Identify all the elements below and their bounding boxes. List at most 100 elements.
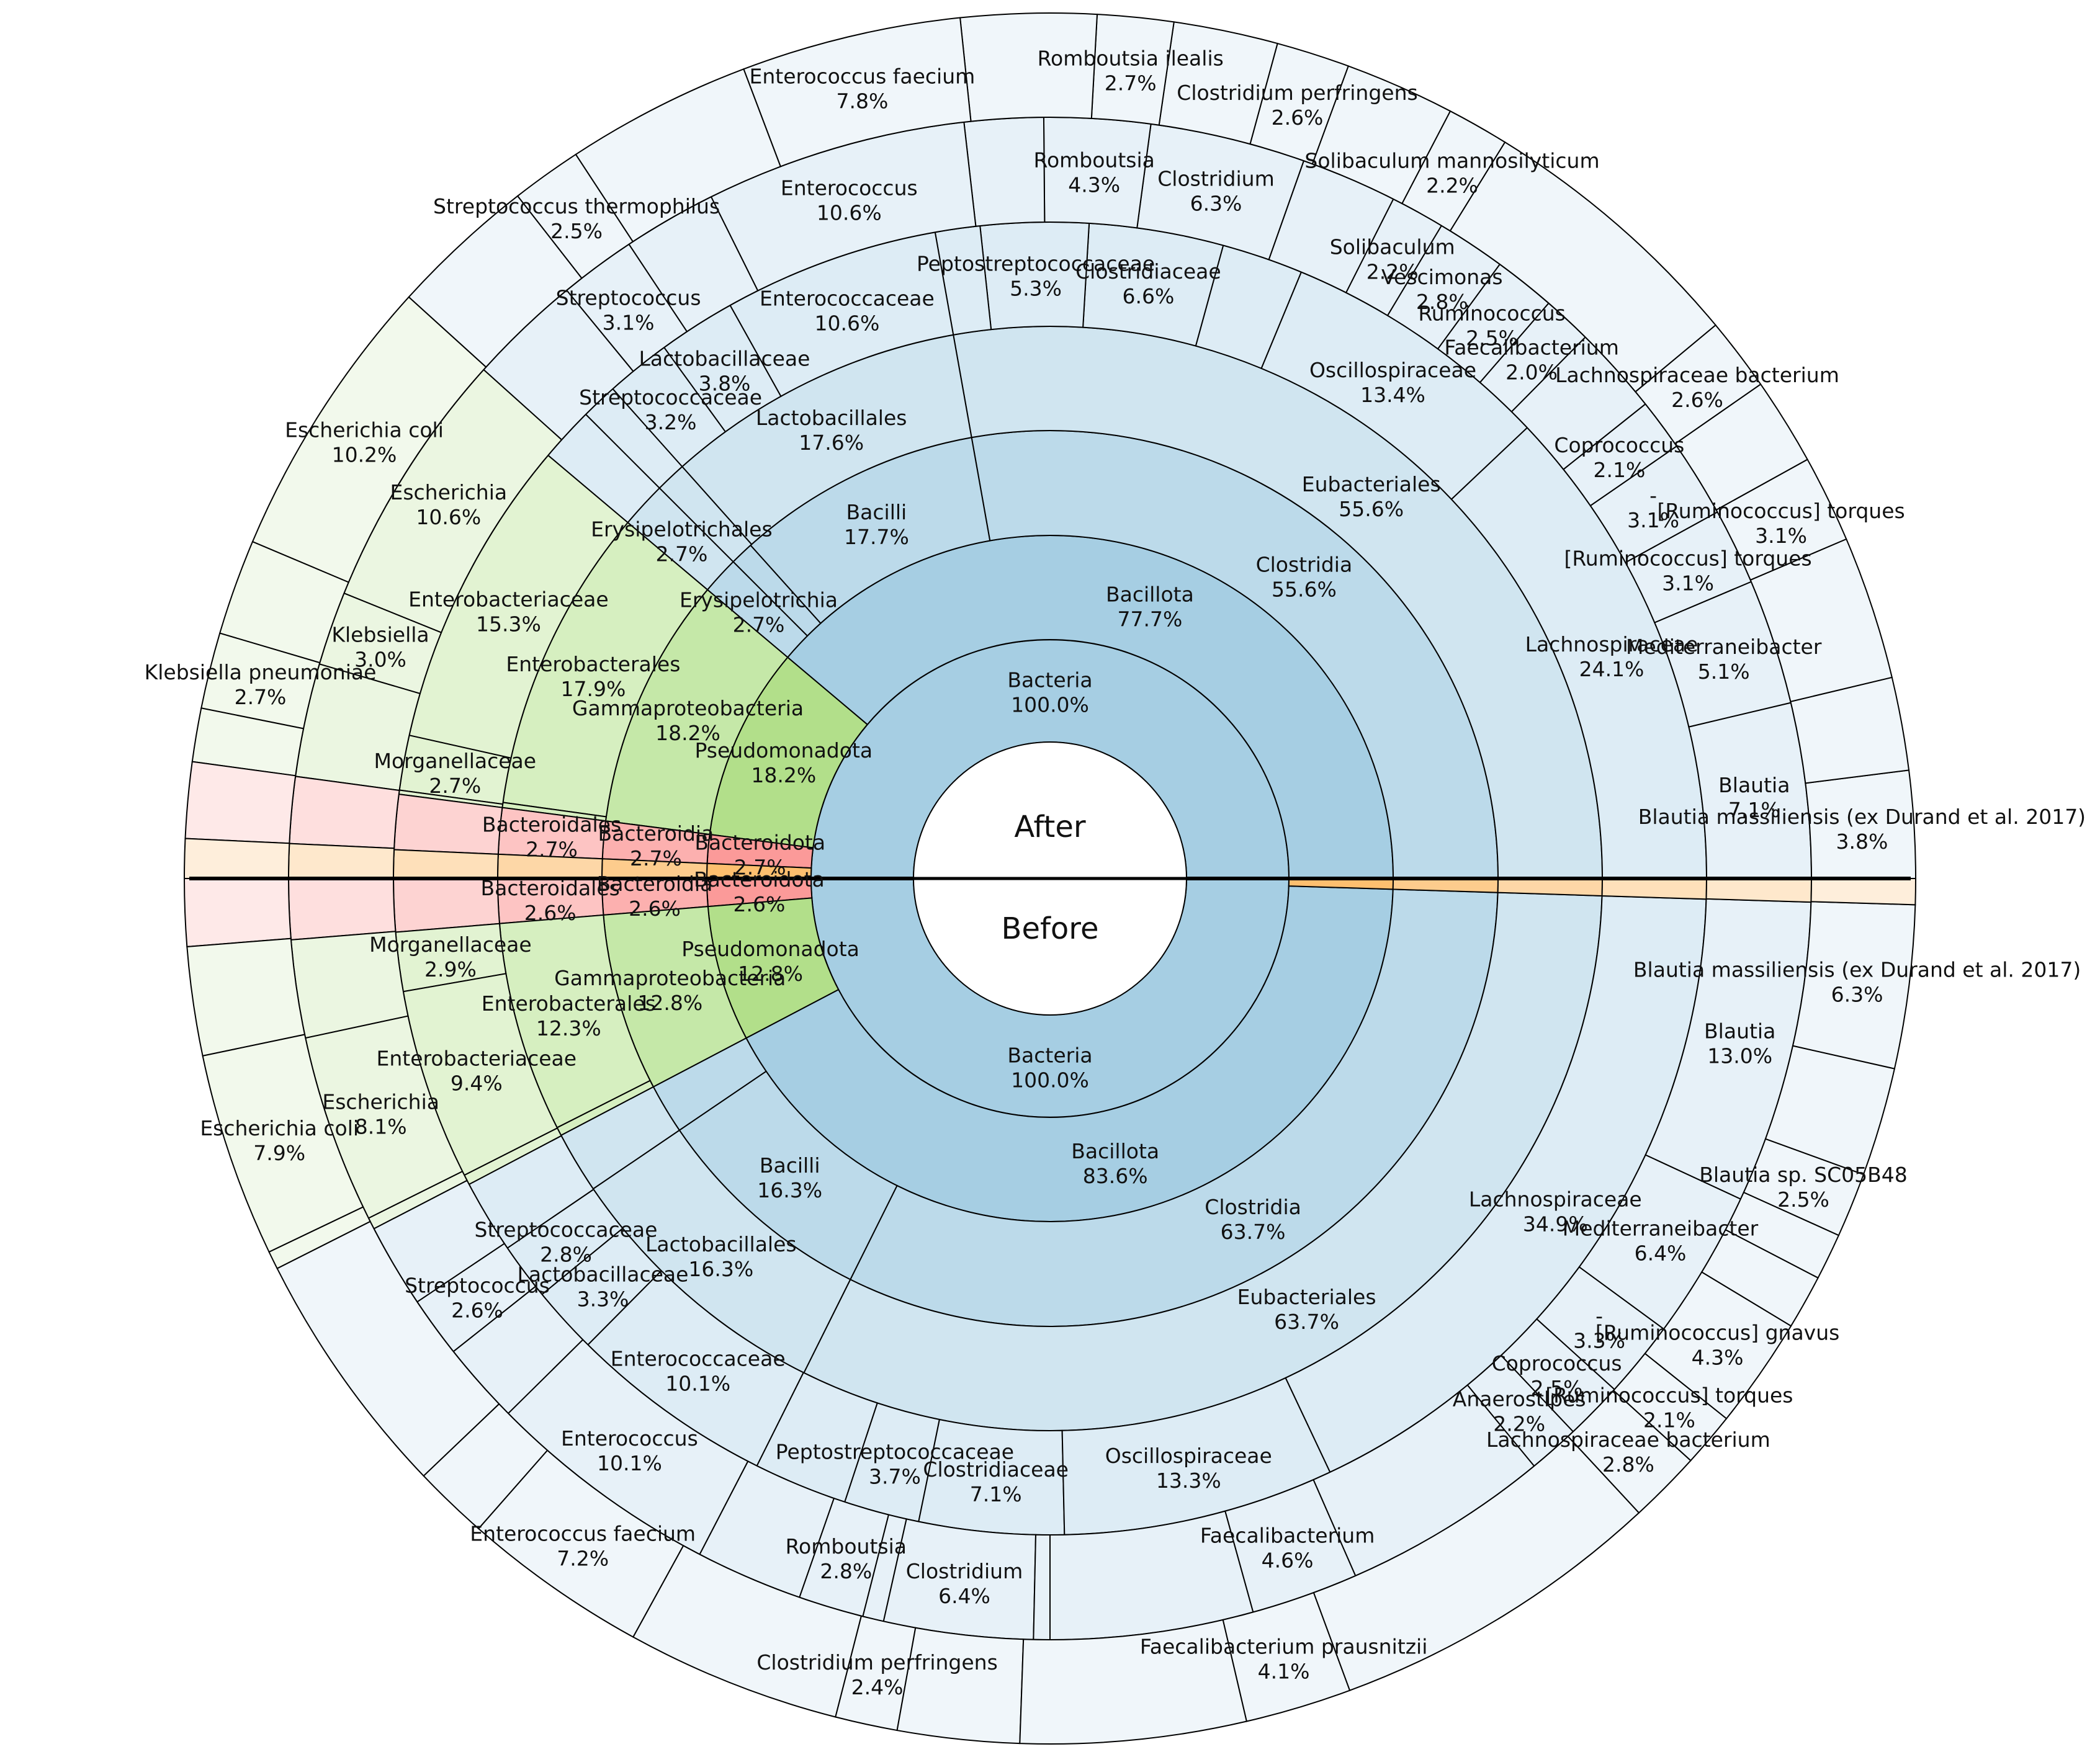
before-genus-mediterraneibacter-label: Mediterraneibacter 6.4% [1563,1217,1759,1266]
after-order-lactobacillales-label: Lactobacillales 17.6% [756,406,907,455]
after-family-peptostreptococcaceae-label: Peptostreptococcaceae 5.3% [917,251,1155,300]
before-genus-escherichia-label: Escherichia 8.1% [322,1090,439,1139]
before-genus-blautia-label: Blautia 13.0% [1704,1019,1775,1068]
before-phylum-bacillota-label: Bacillota 83.6% [1071,1139,1159,1188]
after-genus-coprococcus-label: Coprococcus 2.1% [1554,433,1684,482]
after-phylum-bacteroidota-label: Bacteroidota 2.7% [694,831,825,880]
after-genus-segment-label: -3.1% [1627,483,1679,532]
after-genus-faecalibacterium-label: Faecalibacterium 2.0% [1444,336,1619,385]
before-domain-bacteria-label: Bacteria 100.0% [1007,1044,1092,1093]
before-species-blautia-massiliensis-ex-durand-et-al-2017-label: Blautia massiliensis (ex Durand et al. 2… [1633,958,2081,1007]
after-class-gammaproteobacteria-label: Gammaproteobacteria 18.2% [572,696,804,745]
after-species-klebsiella-pneumoniae-label: Klebsiella pneumoniae 2.7% [145,660,377,709]
after-species-solibaculum-mannosilyticum-label: Solibaculum mannosilyticum 2.2% [1304,148,1599,197]
after-class-clostridia-label: Clostridia 55.6% [1256,552,1353,601]
after-class-bacilli-label: Bacilli 17.7% [844,500,909,549]
after-genus-unlabeled-segment [287,843,395,879]
before-family-lactobacillaceae-label: Lactobacillaceae 3.3% [518,1262,689,1311]
before-genus-segment-label: -3.3% [1573,1303,1625,1352]
before-class-bacilli-label: Bacilli 16.3% [757,1153,822,1202]
before-class-clostridia-label: Clostridia 63.7% [1205,1195,1301,1244]
after-family-streptococcaceae-label: Streptococcaceae 3.2% [579,385,762,434]
after-species-unlabeled-segment [183,838,290,879]
after-genus-solibaculum-label: Solibaculum 2.2% [1330,235,1455,284]
after-phylum-pseudomonadota-label: Pseudomonadota 18.2% [694,738,873,787]
before-genus-unlabeled-segment [1033,1534,1051,1641]
after-family-enterococcaceae-label: Enterococcaceae 10.6% [760,287,935,336]
before-genus-enterococcus-label: Enterococcus 10.1% [561,1426,698,1475]
after-genus-streptococcus-label: Streptococcus 3.1% [556,286,701,335]
after-genus-ruminococcus-torques-label: [Ruminococcus] torques 3.1% [1564,547,1811,596]
before-species-enterococcus-faecium-label: Enterococcus faecium 7.2% [470,1521,696,1570]
after-family-morganellaceae-label: Morganellaceae 2.7% [374,749,537,798]
before-species-ruminococcus-gnavus-label: [Ruminococcus] gnavus 4.3% [1595,1321,1839,1370]
before-order-eubacteriales-label: Eubacteriales 63.7% [1237,1285,1376,1334]
after-genus-klebsiella-label: Klebsiella 3.0% [331,623,429,672]
after-genus-blautia-label: Blautia 7.1% [1718,773,1790,822]
after-genus-romboutsia-label: Romboutsia 4.3% [1034,148,1155,197]
before-phylum-pseudomonadota-label: Pseudomonadota 12.8% [681,937,859,986]
after-genus-mediterraneibacter-label: Mediterraneibacter 5.1% [1626,635,1822,684]
after-order-enterobacterales-label: Enterobacterales 17.9% [506,652,680,701]
before-species-clostridium-perfringens-label: Clostridium perfringens 2.4% [756,1650,997,1699]
after-family-clostridiaceae-label: Clostridiaceae 6.6% [1075,259,1221,308]
before-species-ruminococcus-torques-label: [Ruminococcus] torques 2.1% [1545,1383,1793,1432]
after-genus-enterococcus-label: Enterococcus 10.6% [781,176,918,225]
after-species-clostridium-perfringens-label: Clostridium perfringens 2.6% [1177,81,1417,130]
before-family-enterococcaceae-label: Enterococcaceae 10.1% [611,1347,786,1396]
before-species-faecalibacterium-prausnitzii-label: Faecalibacterium prausnitzii 4.1% [1140,1635,1428,1684]
after-class-erysipelotrichia-label: Erysipelotrichia 2.7% [680,588,838,637]
before-order-enterobacterales-label: Enterobacterales 12.3% [482,991,656,1040]
after-species-streptococcus-thermophilus-label: Streptococcus thermophilus 2.5% [433,194,720,243]
after-order-erysipelotrichales-label: Erysipelotrichales 2.7% [591,517,773,566]
before-family-clostridiaceae-label: Clostridiaceae 7.1% [923,1457,1069,1506]
before-family-unlabeled-segment [1601,878,1708,900]
after-genus-escherichia-label: Escherichia 10.6% [390,480,508,529]
after-species-enterococcus-faecium-label: Enterococcus faecium 7.8% [750,64,976,113]
after-family-enterobacteriaceae-label: Enterobacteriaceae 15.3% [408,587,609,636]
before-family-lachnospiraceae-label: Lachnospiraceae 34.9% [1469,1187,1642,1236]
after-order-eubacteriales-label: Eubacteriales 55.6% [1302,472,1441,521]
before-species-lachnospiraceae-bacterium-label: Lachnospiraceae bacterium 2.8% [1486,1428,1770,1477]
before-class-bacteroidia-label: Bacteroidia 2.6% [597,872,713,921]
before-genus-streptococcus-label: Streptococcus 2.6% [405,1273,550,1322]
before-order-bacteroidales-label: Bacteroidales 2.6% [481,876,620,925]
after-species-lachnospiraceae-bacterium-label: Lachnospiraceae bacterium 2.6% [1555,363,1839,412]
after-genus-ruminococcus-label: Ruminococcus 2.5% [1418,302,1566,351]
before-class-gammaproteobacteria-label: Gammaproteobacteria 12.8% [554,966,786,1015]
half-title-after: After [1014,810,1086,844]
after-class-bacteroidia-label: Bacteroidia 2.7% [598,821,714,870]
after-species-blautia-massiliensis-ex-durand-et-al-2017-label: Blautia massiliensis (ex Durand et al. 2… [1638,805,2086,854]
after-genus-unlabeled-segment [963,117,1046,227]
before-order-lactobacillales-label: Lactobacillales 16.3% [645,1232,797,1281]
before-genus-faecalibacterium-label: Faecalibacterium 4.6% [1200,1524,1375,1573]
after-phylum-bacillota-label: Bacillota 77.7% [1106,583,1194,632]
after-species-romboutsia-ilealis-label: Romboutsia ilealis 2.7% [1038,46,1224,95]
before-species-unlabeled-segment [896,1627,1025,1745]
after-family-lachnospiraceae-label: Lachnospiraceae 24.1% [1525,632,1698,681]
sunburst-labels: Bacteria 100.0% Bacillota 77.7% Pseudomonado… [145,46,2086,1699]
before-species-unlabeled-segment [183,878,292,948]
after-species-ruminococcus-torques-label: [Ruminococcus] torques 3.1% [1657,499,1905,548]
before-family-enterobacteriaceae-label: Enterobacteriaceae 9.4% [377,1046,577,1095]
before-species-escherichia-coli-label: Escherichia coli 7.9% [200,1116,359,1165]
after-order-bacteroidales-label: Bacteroidales 2.7% [482,813,621,862]
after-genus-clostridium-label: Clostridium 6.3% [1157,166,1274,215]
sunburst-segments [183,12,1917,1745]
after-species-unlabeled-segment [184,761,297,844]
before-order-unlabeled-segment [1497,878,1604,896]
before-family-peptostreptococcaceae-label: Peptostreptococcaceae 3.7% [776,1439,1014,1488]
before-genus-coprococcus-label: Coprococcus 2.5% [1492,1351,1622,1400]
before-genus-romboutsia-label: Romboutsia 2.8% [786,1534,907,1583]
after-domain-bacteria-label: Bacteria 100.0% [1007,668,1092,717]
before-genus-unlabeled-segment [1705,878,1813,903]
after-family-lactobacillaceae-label: Lactobacillaceae 3.8% [639,346,810,395]
before-family-streptococcaceae-label: Streptococcaceae 2.8% [475,1217,658,1266]
half-title-before: Before [1002,911,1099,946]
before-genus-clostridium-label: Clostridium 6.4% [906,1559,1023,1608]
before-family-morganellaceae-label: Morganellaceae 2.9% [369,932,532,981]
after-family-oscillospiraceae-label: Oscillospiraceae 13.4% [1309,358,1476,407]
before-species-unlabeled-segment [1810,878,1917,906]
before-family-oscillospiraceae-label: Oscillospiraceae 13.3% [1105,1444,1272,1493]
before-phylum-bacteroidota-label: Bacteroidota 2.6% [694,867,825,916]
